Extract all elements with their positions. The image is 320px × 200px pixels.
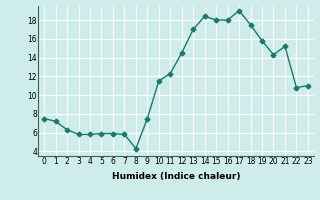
X-axis label: Humidex (Indice chaleur): Humidex (Indice chaleur): [112, 172, 240, 181]
